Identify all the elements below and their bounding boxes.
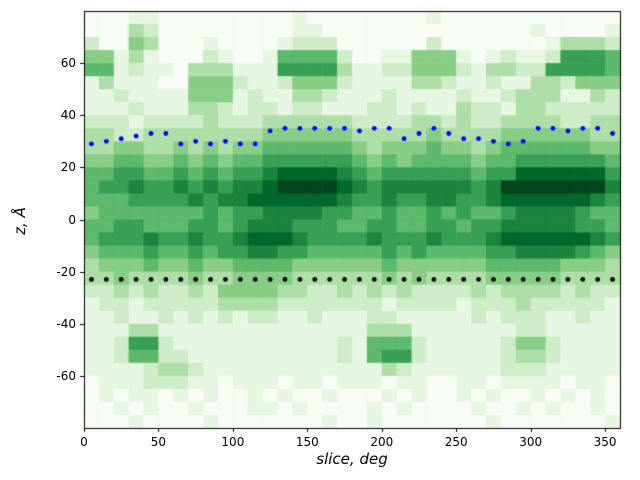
x-tick-label: 150 — [295, 435, 319, 449]
y-tick-label: -60 — [56, 368, 76, 383]
x-tick-label: 0 — [80, 435, 88, 449]
y-tick-label: 60 — [60, 56, 76, 71]
x-tick-label: 100 — [221, 435, 245, 449]
x-tick-label: 350 — [593, 435, 617, 449]
y-tick-label: 20 — [60, 160, 76, 175]
x-tick-label: 300 — [519, 435, 543, 449]
y-tick-label: 40 — [60, 108, 76, 123]
y-axis-label: z, Å — [11, 207, 29, 235]
y-tick-label: -40 — [56, 316, 76, 331]
x-tick-label: 250 — [444, 435, 468, 449]
y-tick-label: -20 — [56, 264, 76, 279]
y-tick-label: 0 — [68, 212, 76, 227]
x-axis-label: slice, deg — [316, 450, 388, 468]
x-tick-label: 200 — [370, 435, 394, 449]
x-tick-label: 50 — [150, 435, 167, 449]
